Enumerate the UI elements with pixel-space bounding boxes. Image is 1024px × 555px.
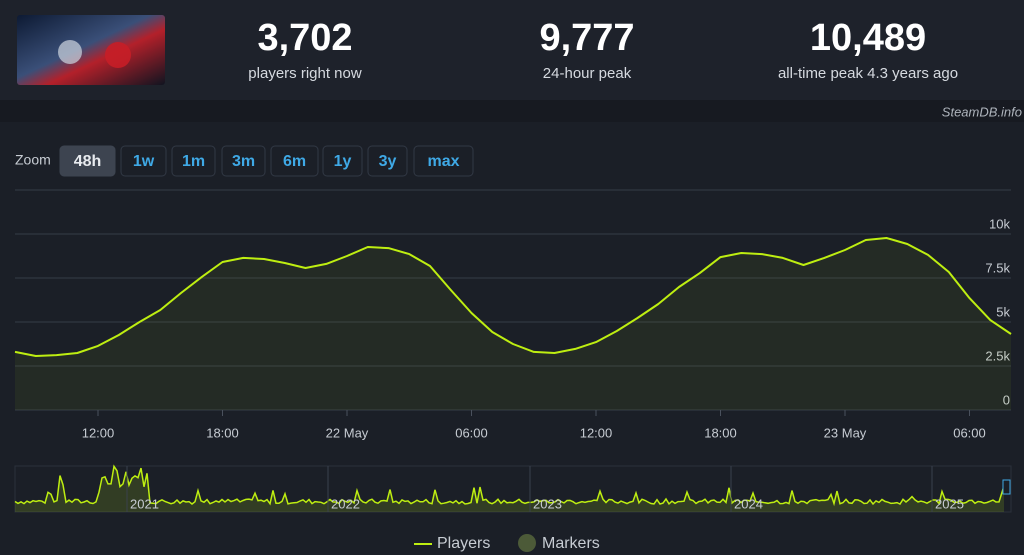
stat-value: 10,489: [810, 17, 926, 59]
stat-label: 24-hour peak: [543, 65, 632, 82]
series-line: [14, 237, 1012, 357]
navigator-label: 2024: [734, 496, 763, 511]
legend-label[interactable]: Markers: [542, 535, 600, 552]
zoom-button-label[interactable]: 1m: [182, 153, 205, 170]
zoom-button-label[interactable]: 1y: [334, 153, 352, 170]
zoom-button-label[interactable]: 3m: [232, 153, 255, 170]
stat-value: 9,777: [539, 17, 634, 59]
x-tick-label: 18:00: [206, 425, 239, 440]
navigator-handle[interactable]: [1002, 479, 1011, 495]
header-panel: [0, 0, 1024, 100]
stat-label: players right now: [248, 65, 362, 82]
zoom-button[interactable]: [270, 145, 319, 177]
stat-label: all-time peak 4.3 years ago: [778, 65, 958, 82]
x-tick-label: 18:00: [704, 425, 737, 440]
zoom-button[interactable]: [221, 145, 266, 177]
navigator-label: 2023: [533, 496, 562, 511]
x-tick-label: 06:00: [455, 425, 488, 440]
navigator-label: 2022: [331, 496, 360, 511]
stat-value: 3,702: [257, 17, 352, 59]
plot: 0 2.5k 5k 7.5k 10k 12:00 18:00 22 May 06:00 12:00…: [14, 189, 1012, 440]
y-tick-label: 0: [1003, 392, 1010, 407]
navigator-frame: [14, 465, 1012, 513]
zoom-button[interactable]: [120, 145, 167, 177]
y-tick-label: 7.5k: [985, 260, 1010, 275]
zoom-button[interactable]: [413, 145, 474, 177]
zoom-button[interactable]: [171, 145, 216, 177]
game-image-detail: [105, 42, 131, 68]
zoom-button[interactable]: [59, 145, 116, 177]
y-tick-label: 2.5k: [985, 348, 1010, 363]
zoom-button-label[interactable]: 1w: [133, 153, 155, 170]
zoom-button-label[interactable]: 6m: [283, 153, 306, 170]
navigator-line: [14, 464, 1005, 507]
legend-swatch: [518, 534, 536, 552]
legend-label[interactable]: Players: [437, 535, 490, 552]
zoom-button-label[interactable]: 3y: [379, 153, 397, 170]
zoom-label: Zoom: [15, 152, 51, 168]
chart-panel: [0, 122, 1024, 555]
x-tick-label: 12:00: [82, 425, 115, 440]
zoom-button[interactable]: [367, 145, 408, 177]
game-image[interactable]: [17, 15, 165, 85]
navigator-label: 2021: [130, 496, 159, 511]
navigator: 2021 2022 2023 2024 2025: [14, 464, 1012, 513]
x-tick-label: 22 May: [326, 425, 369, 440]
zoom-button-label[interactable]: 48h: [74, 153, 102, 170]
zoom-buttons: 48h 1w 1m 3m 6m 1y 3y max: [59, 145, 474, 177]
legend: Players Markers: [414, 534, 600, 552]
series-area: [15, 238, 1011, 410]
x-tick-label: 06:00: [953, 425, 986, 440]
y-tick-label: 5k: [996, 304, 1010, 319]
x-tick-label: 12:00: [580, 425, 613, 440]
zoom-button-label[interactable]: max: [427, 153, 459, 170]
y-tick-label: 10k: [989, 216, 1010, 231]
game-image-detail: [58, 40, 82, 64]
navigator-label: 2025: [935, 496, 964, 511]
stats: 3,702 players right now 9,777 24-hour peak 1…: [248, 17, 958, 82]
watermark: SteamDB.info: [942, 104, 1022, 119]
zoom-button[interactable]: [322, 145, 363, 177]
x-tick-label: 23 May: [824, 425, 867, 440]
